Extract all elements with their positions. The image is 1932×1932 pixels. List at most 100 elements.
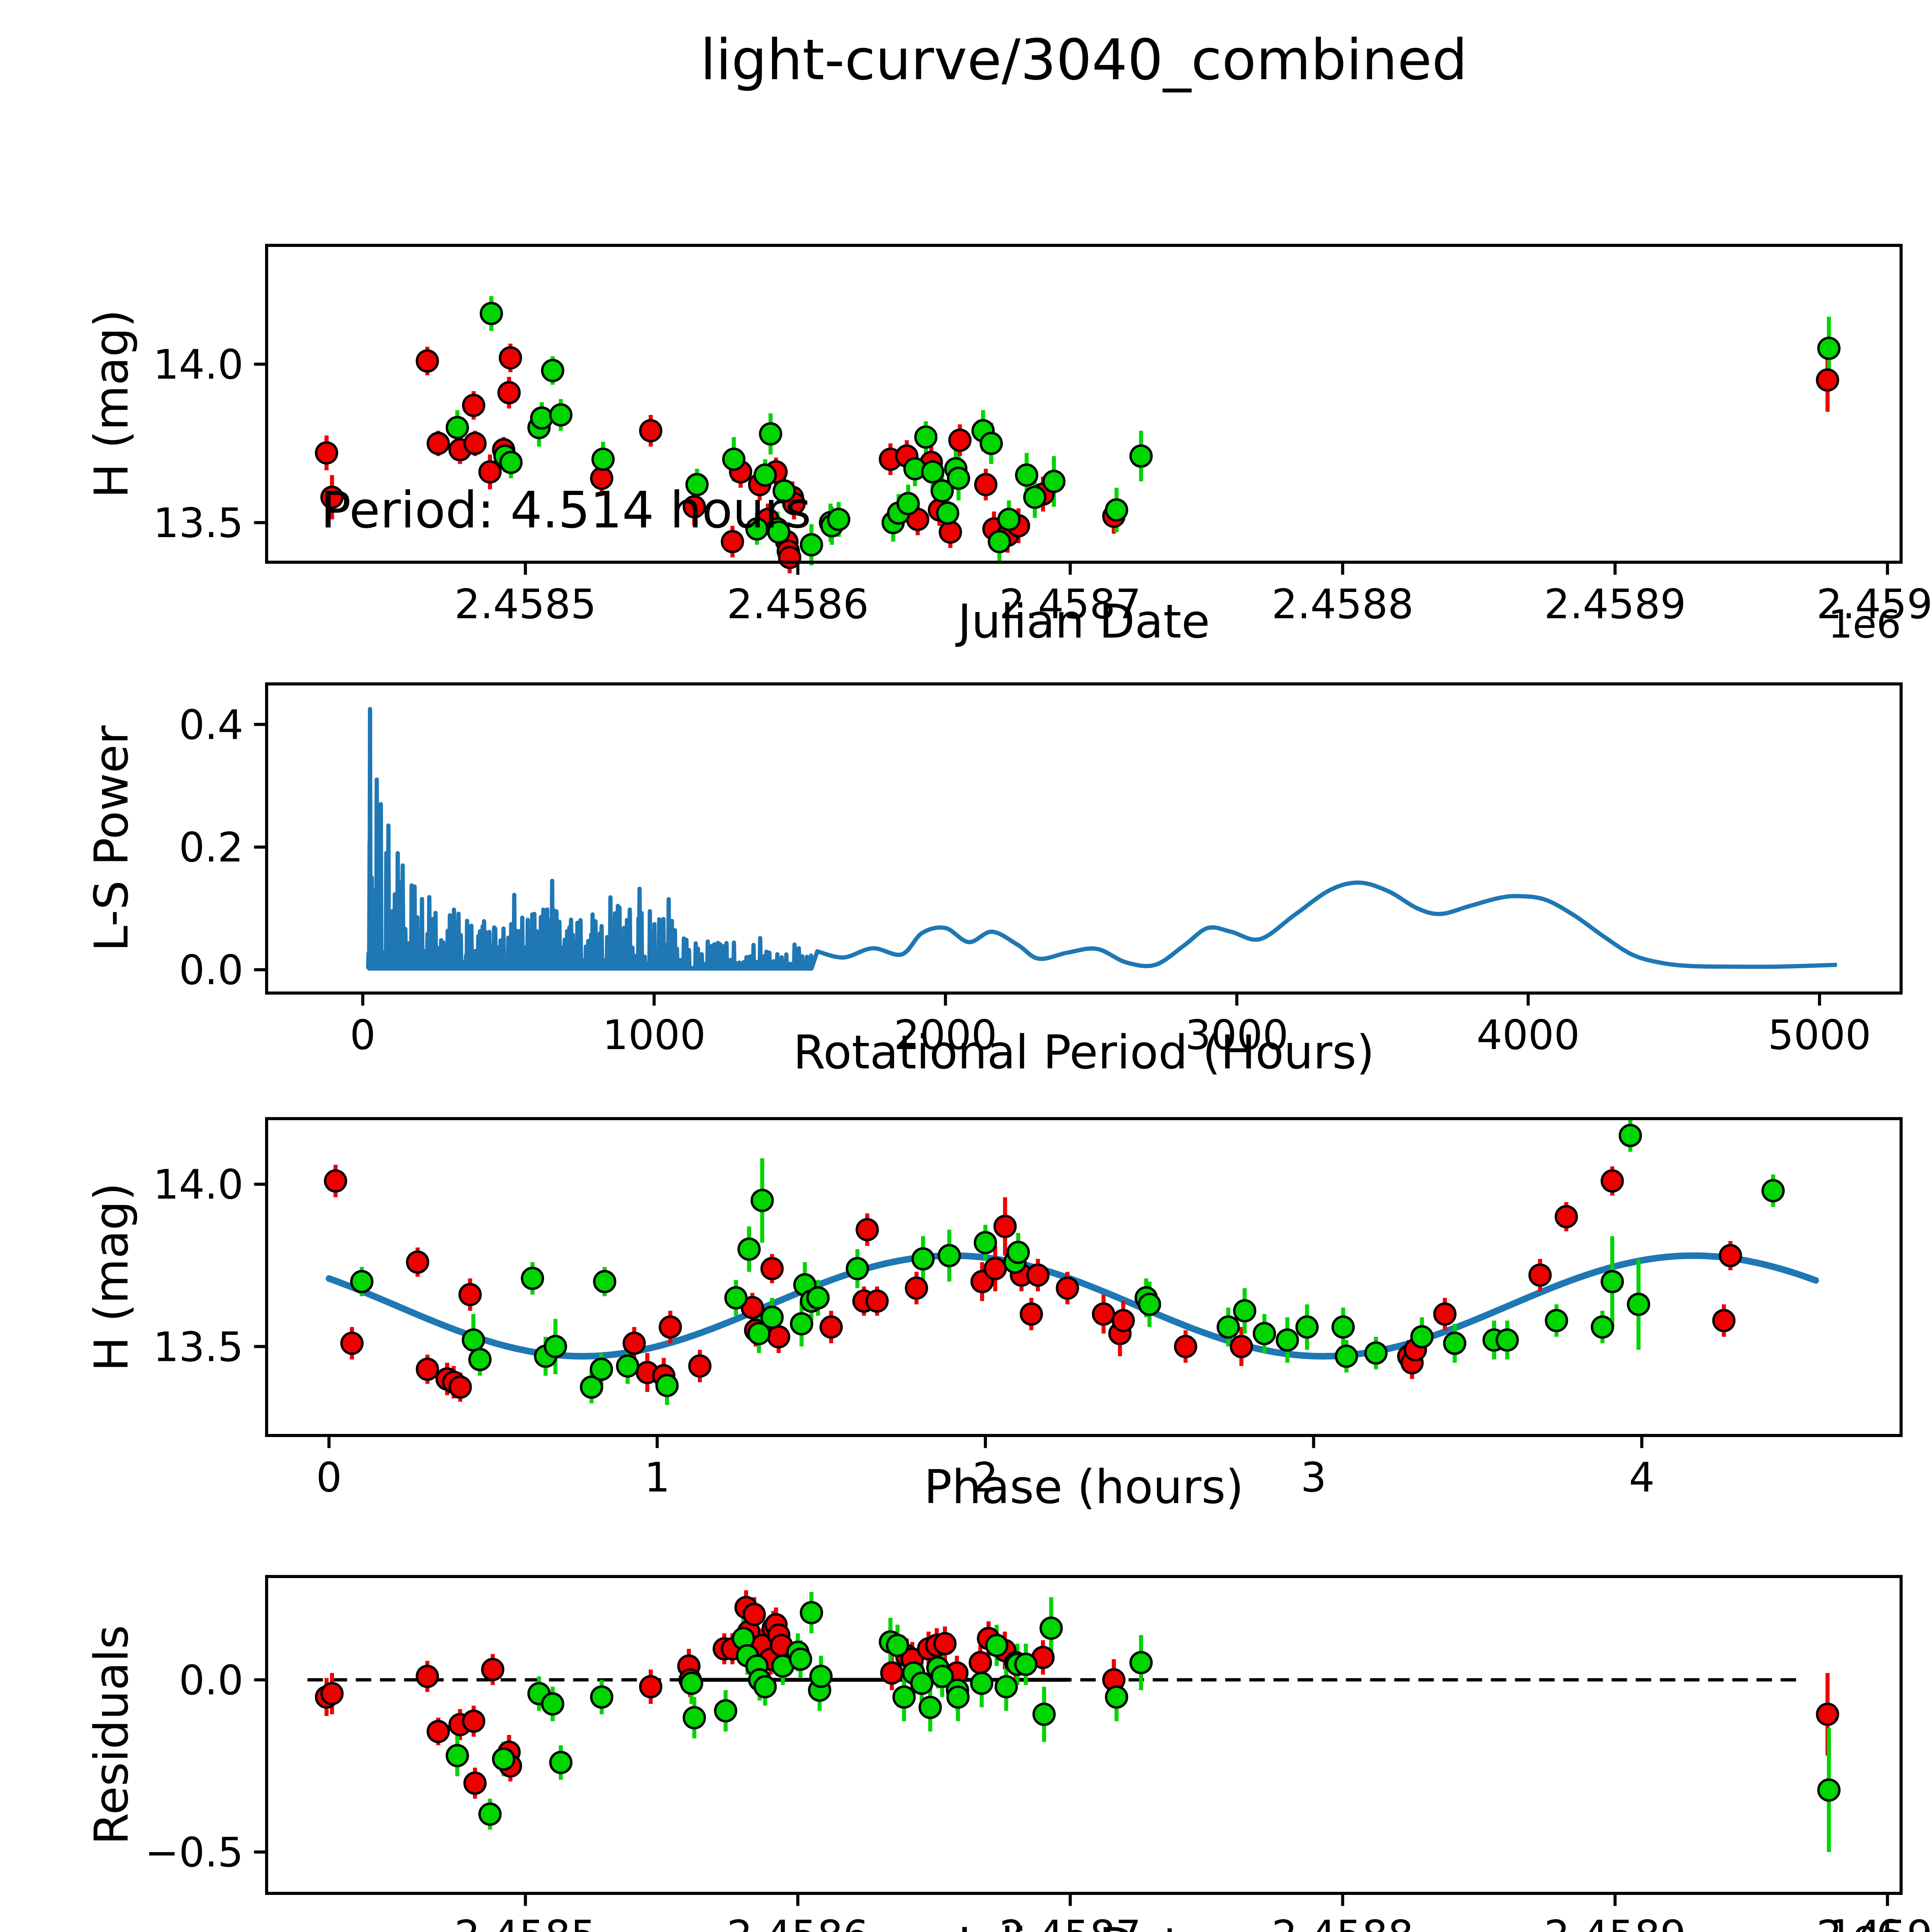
data-point-green [350, 1270, 374, 1293]
data-point-green [461, 1328, 485, 1352]
y-tick-label: 14.0 [153, 1161, 243, 1208]
data-point-green [1619, 1124, 1642, 1147]
data-point-green [930, 479, 954, 503]
x-tick-label: 2.4588 [1272, 581, 1413, 628]
data-point-red [497, 381, 521, 405]
data-point-green [544, 1335, 567, 1358]
data-point-green [1545, 1309, 1568, 1332]
data-point-green [1443, 1332, 1466, 1355]
data-point-red [983, 1257, 1007, 1281]
data-point-green [1364, 1341, 1388, 1365]
data-point-green [1276, 1328, 1299, 1352]
data-point-green [682, 1706, 706, 1730]
axes-frame [265, 682, 1903, 995]
x-axis-label: Phase (hours) [924, 1461, 1243, 1514]
data-point-green [593, 1270, 617, 1293]
data-point-red [1174, 1335, 1197, 1358]
markers-green_points [446, 1601, 1841, 1826]
data-point-green [827, 508, 850, 531]
data-point-red [1092, 1302, 1116, 1326]
data-point-green [616, 1354, 639, 1378]
data-point-green [1233, 1299, 1257, 1323]
figure-title: light-curve/3040_combined [700, 27, 1467, 93]
data-point-red [1712, 1309, 1736, 1332]
data-point-red [462, 393, 485, 417]
data-point-red [458, 1283, 482, 1306]
data-point-red [498, 346, 522, 370]
data-point-red [463, 1771, 487, 1795]
x-tick-label: 4 [1629, 1454, 1655, 1501]
data-point-green [910, 1672, 934, 1695]
data-point-green [591, 447, 615, 471]
data-point-green [580, 1375, 604, 1399]
data-point-green [1495, 1328, 1519, 1352]
markers-green_points [350, 1124, 1785, 1399]
data-point-red [639, 1675, 663, 1699]
data-point-green [930, 1665, 954, 1688]
data-point-green [896, 492, 920, 515]
y-tick-label: 13.5 [153, 500, 243, 547]
x-tick-label: 2.4587 [999, 1912, 1141, 1932]
data-point-green [799, 533, 823, 557]
data-point-green [1105, 1685, 1128, 1709]
data-point-green [1817, 337, 1841, 360]
data-point-green [980, 432, 1003, 455]
y-axis-label: H (mag) [85, 310, 139, 498]
data-point-red [1528, 1263, 1552, 1287]
data-point-green [480, 302, 503, 325]
axes-frame [265, 1575, 1903, 1895]
data-point-green [590, 1357, 613, 1381]
data-point-red [658, 1315, 682, 1339]
error-bars-green_points [360, 1119, 1775, 1405]
data-point-red [880, 1661, 904, 1685]
data-point-green [985, 1634, 1009, 1657]
data-point-green [737, 1237, 761, 1261]
data-point-red [1111, 1309, 1135, 1332]
data-point-green [541, 1692, 565, 1716]
data-point-red [1026, 1263, 1050, 1287]
data-point-green [790, 1312, 813, 1336]
y-tick-label: 0.2 [179, 824, 243, 871]
x-tick-label: 2.4590 [1816, 1912, 1932, 1932]
data-point-green [1253, 1322, 1276, 1345]
x-tick-label: 1000 [602, 1012, 706, 1059]
subplot-periodogram: 0 1000 2000 3000 4000 5000 0.0 0.2 0.4 Rotationa… [85, 682, 1903, 1080]
data-point-green [549, 403, 573, 427]
data-point-red [427, 432, 450, 455]
data-point-red [416, 1357, 439, 1381]
data-point-green [997, 508, 1021, 531]
y-tick-label: 0.0 [179, 947, 243, 994]
data-point-red [948, 429, 972, 452]
data-point-red [1719, 1244, 1742, 1267]
data-point-green [1138, 1293, 1162, 1316]
data-point-red [1816, 1702, 1839, 1726]
data-point-green [767, 520, 791, 544]
data-point-red [463, 432, 487, 455]
data-point-red [462, 1709, 485, 1733]
data-point-red [767, 1325, 791, 1349]
data-point-green [468, 1348, 492, 1371]
x-axis-label: Julian Date [955, 595, 1210, 649]
data-point-green [1817, 1778, 1841, 1802]
data-point-green [918, 1696, 942, 1719]
data-point-green [541, 359, 565, 383]
y-axis-label: Residuals [85, 1625, 139, 1845]
data-point-green [937, 1244, 961, 1267]
x-tick-label: 2.4590 [1816, 581, 1932, 628]
data-point-red [340, 1332, 364, 1355]
data-point-red [993, 1214, 1017, 1238]
axes-frame [265, 1117, 1903, 1437]
x-tick-label: 5000 [1768, 1012, 1871, 1059]
data-point-red [968, 1651, 992, 1674]
data-point-red [415, 349, 439, 373]
data-point-red [478, 460, 502, 484]
data-point-green [492, 1747, 515, 1771]
data-point-green [1129, 1651, 1153, 1674]
periodogram-line [366, 707, 1837, 971]
data-point-green [921, 460, 944, 484]
data-point-green [806, 1286, 830, 1310]
axis-offset-label: 1e6 [1828, 602, 1901, 647]
subplot-jd-lightcurve: 2.4585 2.4586 2.4587 2.4588 2.4589 2.4590 14.0… [85, 244, 1932, 649]
